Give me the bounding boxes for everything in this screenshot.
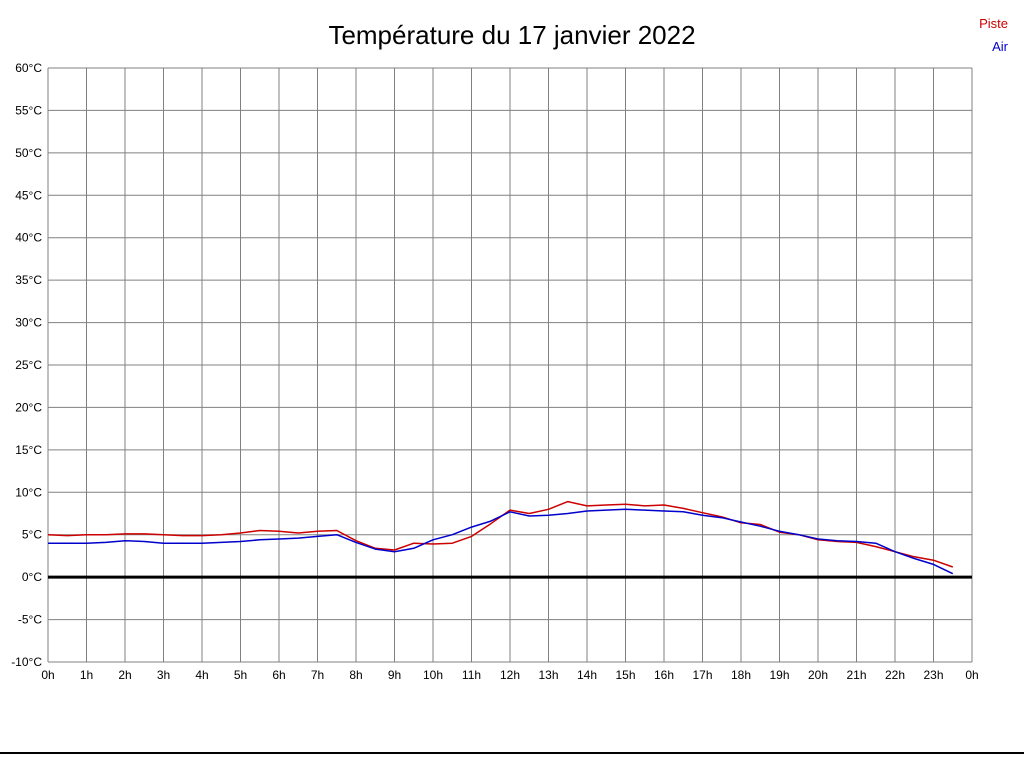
- y-tick-label: 5°C: [22, 528, 42, 542]
- y-tick-label: 45°C: [15, 188, 42, 202]
- x-tick-label: 4h: [195, 668, 208, 682]
- y-tick-label: 40°C: [15, 231, 42, 245]
- y-tick-label: -5°C: [18, 613, 42, 627]
- x-tick-label: 12h: [500, 668, 520, 682]
- x-tick-label: 23h: [923, 668, 943, 682]
- x-tick-label: 21h: [846, 668, 866, 682]
- x-tick-label: 2h: [118, 668, 131, 682]
- y-tick-label: 60°C: [15, 61, 42, 75]
- x-tick-label: 22h: [885, 668, 905, 682]
- legend: Piste Air: [979, 12, 1008, 58]
- x-tick-label: 10h: [423, 668, 443, 682]
- x-tick-label: 11h: [462, 668, 481, 682]
- y-tick-label: 20°C: [15, 400, 42, 414]
- y-tick-label: 55°C: [15, 103, 42, 117]
- x-tick-label: 9h: [388, 668, 401, 682]
- legend-air: Air: [992, 39, 1008, 54]
- y-tick-label: 15°C: [15, 443, 42, 457]
- x-tick-label: 6h: [272, 668, 285, 682]
- x-tick-label: 16h: [654, 668, 674, 682]
- x-tick-label: 0h: [965, 668, 978, 682]
- x-tick-label: 15h: [615, 668, 635, 682]
- y-tick-label: 30°C: [15, 316, 42, 330]
- footer-rule: [0, 752, 1024, 754]
- x-tick-label: 17h: [692, 668, 712, 682]
- x-tick-label: 20h: [808, 668, 828, 682]
- x-tick-label: 7h: [311, 668, 324, 682]
- y-tick-label: 10°C: [15, 485, 42, 499]
- x-tick-label: 18h: [731, 668, 751, 682]
- x-tick-label: 0h: [41, 668, 54, 682]
- x-tick-label: 5h: [234, 668, 247, 682]
- y-tick-label: 35°C: [15, 273, 42, 287]
- y-tick-label: 50°C: [15, 146, 42, 160]
- air-series-line: [48, 508, 954, 575]
- x-tick-label: 19h: [769, 668, 789, 682]
- legend-piste: Piste: [979, 16, 1008, 31]
- x-tick-label: 13h: [538, 668, 558, 682]
- chart-title: Température du 17 janvier 2022: [328, 20, 696, 50]
- y-tick-label: 0°C: [22, 570, 42, 584]
- x-tick-label: 3h: [157, 668, 170, 682]
- x-tick-label: 14h: [577, 668, 597, 682]
- x-tick-label: 8h: [349, 668, 362, 682]
- x-tick-label: 1h: [80, 668, 93, 682]
- y-tick-label: 25°C: [15, 358, 42, 372]
- y-tick-label: -10°C: [11, 655, 42, 669]
